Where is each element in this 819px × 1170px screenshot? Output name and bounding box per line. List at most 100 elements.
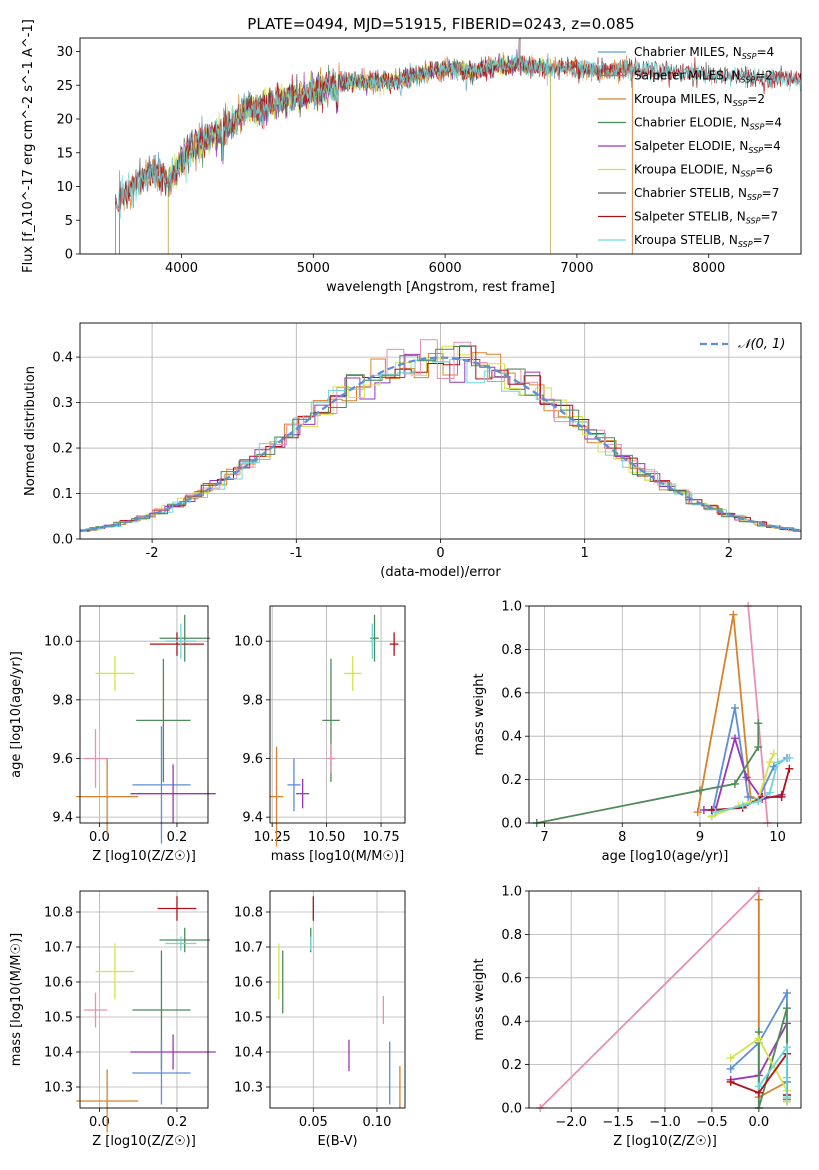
y-tick-label: 0.3 bbox=[52, 396, 73, 411]
y-tick-label: 10.4 bbox=[234, 1046, 263, 1061]
error-point bbox=[132, 726, 191, 844]
error-point bbox=[83, 992, 108, 1028]
axes-frame bbox=[528, 890, 802, 1109]
legend-label: Chabrier STELIB, NSSP=7 bbox=[634, 186, 779, 202]
error-point bbox=[159, 927, 210, 953]
error-point bbox=[136, 658, 191, 782]
panel-residual-histogram: -2 -1 0 1 2 0.0 0.1 0.2 0.3 0.4 (data-model)/error… bbox=[23, 322, 802, 580]
y-tick-label: 0.1 bbox=[52, 487, 73, 502]
y-tick-label: 10.6 bbox=[44, 976, 73, 991]
weight-marker bbox=[711, 808, 720, 817]
y-tick-label: 0 bbox=[65, 248, 73, 263]
x-axis-label: Z [log10(Z/Z☉)] bbox=[92, 1134, 196, 1149]
y-tick-label: 0.6 bbox=[501, 971, 522, 986]
axes-frame bbox=[79, 37, 802, 255]
weight-marker bbox=[754, 719, 763, 728]
spectrum-lines bbox=[115, 38, 801, 254]
error-point bbox=[326, 743, 336, 774]
x-axis-label: Z [log10(Z/Z☉)] bbox=[613, 1134, 717, 1149]
x-tick-label: 0.05 bbox=[299, 1115, 328, 1130]
weight-marker bbox=[695, 786, 704, 795]
x-tick-label: 7 bbox=[540, 830, 548, 845]
x-tick-label: 0.0 bbox=[748, 1115, 769, 1130]
weight-marker bbox=[693, 808, 702, 817]
y-tick-label: 30 bbox=[56, 45, 73, 60]
panel-mass-weight-vs-Z: −2.0 −1.5 −1.0 −0.5 0.0 0.0 0.2 0.4 0.6 0.8 1.0 Z [… bbox=[472, 885, 802, 1149]
y-tick-label: 9.4 bbox=[52, 811, 73, 826]
axes-frame bbox=[269, 890, 406, 1109]
y-tick-label: 0.4 bbox=[501, 730, 522, 745]
y-tick-label: 5 bbox=[65, 214, 73, 229]
x-tick-label: 0.10 bbox=[363, 1115, 392, 1130]
panel-mass-weight-vs-age: 7 8 9 10 0.0 0.2 0.4 0.6 0.8 1.0 age [log10(age/yr… bbox=[472, 600, 802, 864]
x-axis-label: wavelength [Angstrom, rest frame] bbox=[326, 280, 555, 295]
weight-series-8 bbox=[715, 757, 790, 813]
weight-marker bbox=[738, 801, 747, 810]
weight-series-1 bbox=[696, 614, 752, 813]
y-axis-label: Flux [f_λ10^-17 erg cm^-2 s^-1 A^-1] bbox=[21, 19, 36, 273]
y-axis-label: mass [log10(M/M☉)] bbox=[9, 933, 24, 1066]
y-tick-label: 25 bbox=[56, 79, 73, 94]
x-tick-label: 10 bbox=[769, 830, 786, 845]
error-point bbox=[76, 1069, 139, 1133]
error-point bbox=[165, 623, 197, 659]
spectrum-series-9 bbox=[115, 38, 801, 254]
axes-frame bbox=[269, 605, 406, 824]
x-axis-label: age [log10(age/yr)] bbox=[602, 849, 729, 864]
x-tick-label: 9 bbox=[696, 830, 704, 845]
error-point bbox=[389, 632, 399, 656]
weight-series-3 bbox=[710, 707, 788, 817]
weight-marker bbox=[699, 805, 708, 814]
axes-frame bbox=[528, 605, 802, 824]
weight-marker bbox=[726, 1064, 735, 1073]
legend-label: Kroupa STELIB, NSSP=7 bbox=[634, 233, 770, 249]
y-tick-label: 1.0 bbox=[501, 885, 522, 900]
y-axis-label: age [log10(age/yr)] bbox=[9, 651, 24, 778]
x-axis-label: mass [log10(M/M☉)] bbox=[271, 849, 404, 864]
y-tick-label: 10.7 bbox=[234, 941, 263, 956]
weight-marker bbox=[765, 758, 774, 767]
error-point bbox=[157, 896, 197, 921]
y-tick-label: 10.4 bbox=[44, 1046, 73, 1061]
y-tick-label: 9.6 bbox=[52, 752, 73, 767]
weight-marker bbox=[730, 734, 739, 743]
histogram-series-6 bbox=[80, 359, 801, 532]
weight-marker bbox=[782, 1073, 791, 1082]
weight-marker bbox=[742, 773, 751, 782]
weight-marker bbox=[782, 1004, 791, 1013]
x-tick-label: 0 bbox=[436, 546, 444, 561]
x-tick-label: 0.0 bbox=[89, 830, 110, 845]
weight-marker bbox=[765, 788, 774, 797]
y-tick-label: 0.2 bbox=[501, 773, 522, 788]
weight-series-8 bbox=[758, 1044, 788, 1098]
weight-marker bbox=[782, 988, 791, 997]
weight-marker bbox=[782, 1043, 791, 1052]
y-axis-label: Normed distribution bbox=[23, 366, 38, 496]
y-tick-label: 10.5 bbox=[234, 1011, 263, 1026]
weight-marker bbox=[777, 792, 786, 801]
error-point bbox=[95, 655, 135, 692]
weight-marker bbox=[754, 1082, 763, 1091]
y-tick-label: 9.4 bbox=[242, 811, 263, 826]
histogram-steps bbox=[80, 339, 801, 533]
x-tick-label: 0.2 bbox=[167, 1115, 188, 1130]
error-point bbox=[132, 1041, 191, 1105]
y-tick-label: 10.5 bbox=[44, 1011, 73, 1026]
legend-label: Salpeter STELIB, NSSP=7 bbox=[634, 210, 778, 226]
error-point bbox=[296, 779, 310, 809]
x-tick-label: -2 bbox=[146, 546, 159, 561]
weight-marker bbox=[785, 764, 794, 773]
histogram-series-3 bbox=[80, 345, 801, 533]
y-tick-label: 0.2 bbox=[52, 442, 73, 457]
x-tick-label: 6000 bbox=[429, 261, 462, 276]
x-axis-label: (data-model)/error bbox=[380, 565, 501, 580]
y-tick-label: 0.4 bbox=[52, 351, 73, 366]
error-point bbox=[287, 758, 301, 812]
x-tick-label: 10.50 bbox=[308, 830, 345, 845]
y-tick-label: 10.0 bbox=[234, 635, 263, 650]
y-tick-label: 10.8 bbox=[44, 906, 73, 921]
error-point bbox=[370, 614, 379, 662]
y-tick-label: 10.6 bbox=[234, 976, 263, 991]
y-axis-label: mass weight bbox=[472, 958, 487, 1040]
